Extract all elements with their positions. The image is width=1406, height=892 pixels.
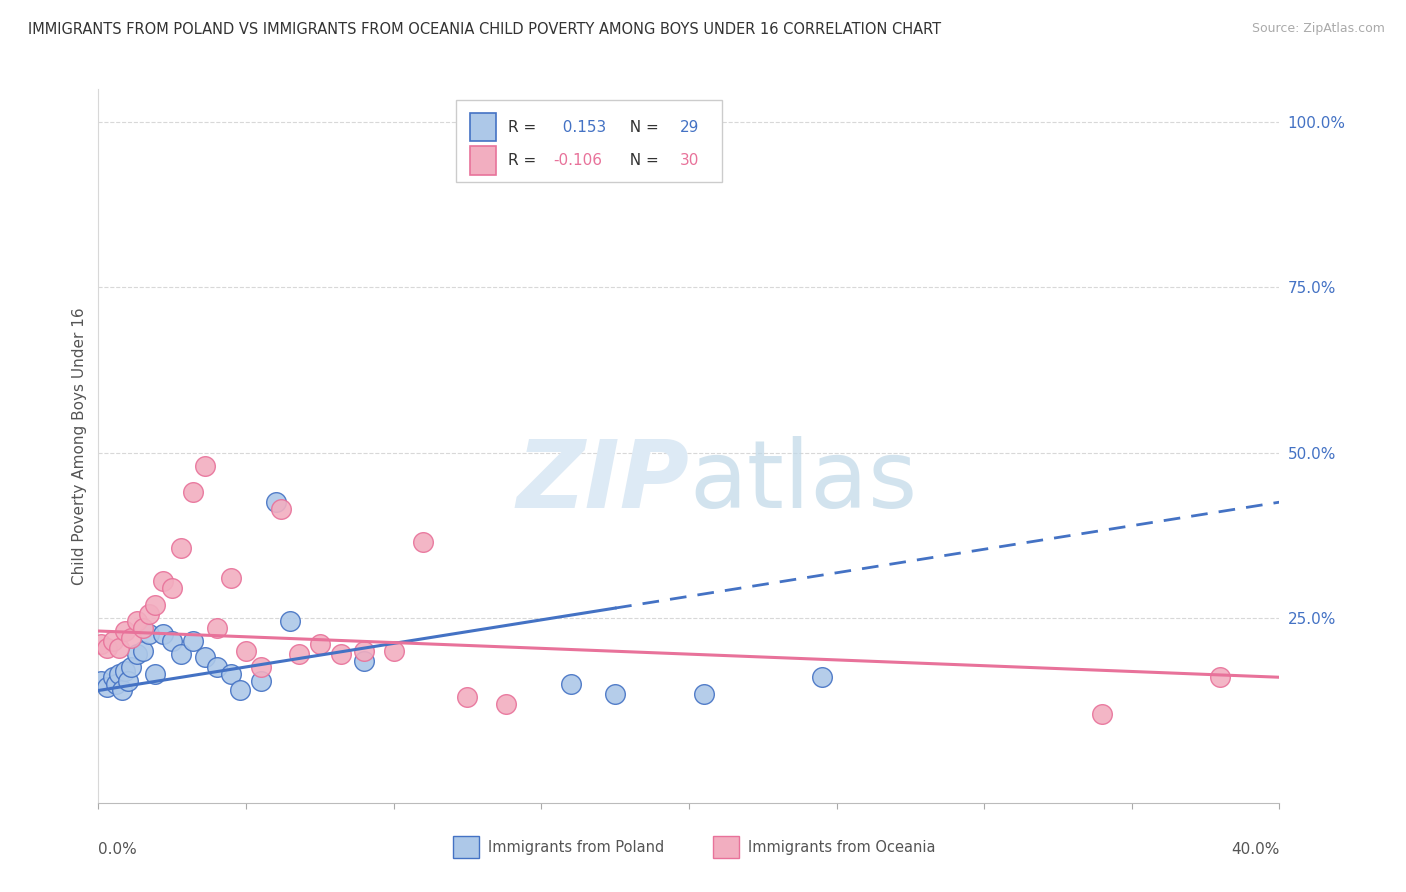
Point	[143, 667, 166, 681]
Bar	[453, 837, 478, 858]
Text: R =: R =	[508, 120, 541, 135]
Bar	[471, 146, 496, 175]
Point	[132, 644, 155, 658]
Point	[229, 683, 252, 698]
Point	[162, 581, 183, 595]
Text: Source: ZipAtlas.com: Source: ZipAtlas.com	[1251, 22, 1385, 36]
Point	[353, 644, 375, 658]
Point	[111, 683, 134, 698]
FancyBboxPatch shape	[457, 100, 723, 182]
Point	[152, 627, 174, 641]
Point	[412, 534, 434, 549]
Point	[693, 687, 716, 701]
Text: IMMIGRANTS FROM POLAND VS IMMIGRANTS FROM OCEANIA CHILD POVERTY AMONG BOYS UNDER: IMMIGRANTS FROM POLAND VS IMMIGRANTS FRO…	[28, 22, 941, 37]
Point	[353, 654, 375, 668]
Point	[96, 680, 118, 694]
Point	[605, 687, 627, 701]
Point	[162, 634, 183, 648]
Point	[143, 598, 166, 612]
Point	[382, 644, 405, 658]
Point	[456, 690, 478, 704]
Point	[250, 673, 273, 688]
Point	[205, 660, 228, 674]
Point	[120, 660, 142, 674]
Point	[288, 647, 311, 661]
Point	[125, 647, 148, 661]
Text: -0.106: -0.106	[553, 153, 602, 168]
Point	[152, 574, 174, 589]
Point	[219, 667, 242, 681]
Point	[329, 647, 352, 661]
Point	[278, 614, 302, 628]
Point	[96, 640, 118, 655]
Point	[810, 670, 832, 684]
Point	[132, 621, 155, 635]
Point	[205, 621, 228, 635]
Text: N =: N =	[620, 153, 664, 168]
Point	[264, 495, 287, 509]
Point	[309, 637, 332, 651]
Text: 0.0%: 0.0%	[98, 842, 138, 857]
Point	[114, 664, 136, 678]
Point	[103, 670, 125, 684]
Point	[117, 673, 139, 688]
Point	[138, 627, 160, 641]
Point	[270, 501, 292, 516]
Point	[219, 571, 242, 585]
Point	[125, 614, 148, 628]
Point	[194, 650, 217, 665]
Point	[250, 660, 273, 674]
Point	[114, 624, 136, 638]
Point	[235, 644, 257, 658]
Point	[108, 640, 131, 655]
Point	[1209, 670, 1232, 684]
Point	[1091, 706, 1114, 721]
Point	[105, 677, 128, 691]
Bar	[713, 837, 738, 858]
Text: 40.0%: 40.0%	[1232, 842, 1279, 857]
Point	[90, 673, 112, 688]
Bar	[471, 112, 496, 141]
Text: N =: N =	[620, 120, 664, 135]
Point	[194, 458, 217, 473]
Point	[90, 637, 112, 651]
Point	[170, 647, 193, 661]
Point	[138, 607, 160, 622]
Point	[560, 677, 582, 691]
Point	[108, 667, 131, 681]
Point	[170, 541, 193, 556]
Point	[120, 631, 142, 645]
Point	[495, 697, 517, 711]
Text: ZIP: ZIP	[516, 435, 689, 528]
Text: R =: R =	[508, 153, 541, 168]
Point	[181, 634, 204, 648]
Text: 0.153: 0.153	[553, 120, 606, 135]
Point	[181, 485, 204, 500]
Text: 29: 29	[679, 120, 699, 135]
Point	[103, 634, 125, 648]
Text: 30: 30	[679, 153, 699, 168]
Y-axis label: Child Poverty Among Boys Under 16: Child Poverty Among Boys Under 16	[72, 307, 87, 585]
Text: atlas: atlas	[689, 435, 917, 528]
Text: Immigrants from Oceania: Immigrants from Oceania	[748, 839, 935, 855]
Text: Immigrants from Poland: Immigrants from Poland	[488, 839, 665, 855]
